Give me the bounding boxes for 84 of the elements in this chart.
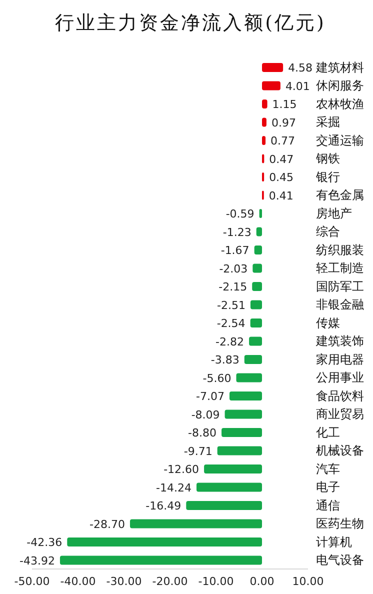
data-label: -3.83	[210, 354, 240, 366]
data-label: -2.51	[216, 298, 246, 312]
bar	[252, 264, 262, 273]
y-tick-label: 传媒	[316, 316, 340, 330]
y-tick-label: 通信	[316, 498, 340, 512]
x-tick-label: 10.00	[292, 574, 324, 588]
data-label: -0.59	[226, 208, 254, 220]
y-tick-label: 食品饮料	[316, 388, 364, 403]
bar	[130, 519, 262, 528]
data-label: -12.60	[164, 463, 200, 476]
data-label: 0.41	[268, 189, 294, 202]
data-label: -5.60	[202, 372, 232, 385]
y-tick-label: 交通运输	[316, 133, 364, 148]
bar	[204, 464, 262, 474]
y-tick-label: 医药生物	[316, 516, 364, 531]
y-tick-label: 汽车	[316, 462, 340, 476]
bar	[244, 355, 262, 364]
bar	[254, 246, 262, 254]
data-label: -2.15	[218, 280, 248, 294]
bar	[252, 282, 262, 291]
bar	[262, 81, 280, 90]
y-tick-label: 国防军工	[316, 279, 364, 294]
data-label: 0.45	[269, 171, 294, 184]
data-label: 1.15	[272, 98, 297, 111]
bar	[229, 392, 262, 400]
y-tick-label: 综合	[316, 224, 340, 239]
bar	[224, 410, 262, 419]
y-tick-label: 商业贸易	[316, 407, 364, 422]
y-tick-label: 纺织服装	[316, 242, 364, 257]
y-tick-label: 计算机	[316, 534, 352, 549]
data-label: -1.67	[220, 244, 250, 257]
data-label: -43.92	[20, 554, 55, 568]
y-tick-label: 建筑材料	[315, 60, 364, 74]
bar	[186, 501, 262, 510]
y-tick-label: 家用电器	[316, 352, 364, 366]
bar	[196, 482, 262, 492]
y-tick-label: 采掘	[316, 115, 340, 130]
y-tick-label: 农林牧渔	[316, 96, 364, 111]
data-label: 4.58	[288, 62, 313, 74]
y-tick-label: 有色金属	[316, 188, 364, 202]
data-label: -7.07	[196, 390, 224, 403]
y-tick-label: 轻工制造	[316, 261, 364, 276]
y-tick-label: 电子	[316, 480, 340, 494]
y-tick-label: 建筑装饰	[315, 334, 364, 348]
y-tick-label: 电气设备	[316, 553, 364, 568]
data-label: -9.71	[184, 444, 212, 458]
bar	[249, 336, 262, 346]
data-label: 0.47	[269, 152, 294, 166]
data-label: -2.82	[216, 335, 244, 348]
bar	[250, 300, 262, 310]
y-tick-label: 机械设备	[316, 444, 364, 458]
x-tick-label: -40.00	[60, 574, 96, 588]
y-tick-label: 房地产	[316, 206, 352, 220]
data-label: 4.01	[285, 80, 310, 93]
data-label: -8.09	[191, 408, 220, 422]
x-tick-label: 0.00	[250, 574, 274, 588]
x-tick-label: -10.00	[198, 574, 234, 588]
y-tick-label: 化工	[316, 425, 340, 440]
bar	[60, 556, 262, 565]
data-label: -42.36	[26, 536, 62, 549]
data-label: -28.70	[90, 518, 125, 531]
bar	[67, 538, 262, 546]
y-tick-label: 公用事业	[316, 370, 364, 385]
bar	[236, 373, 262, 382]
data-label: -1.23	[222, 226, 252, 239]
x-tick-label: -30.00	[106, 574, 142, 588]
bar	[222, 428, 262, 437]
y-tick-label: 休闲服务	[316, 78, 364, 93]
data-label: -2.54	[216, 317, 246, 330]
x-tick-label: -50.00	[14, 574, 50, 588]
data-label: -2.03	[219, 262, 248, 276]
bar	[262, 63, 284, 72]
data-label: 0.97	[271, 116, 296, 130]
bar	[217, 446, 262, 456]
bar	[250, 318, 262, 328]
data-label: -8.80	[188, 426, 217, 440]
y-tick-label: 银行	[315, 170, 340, 184]
y-tick-label: 非银金融	[316, 298, 364, 312]
data-label: -16.49	[146, 500, 182, 512]
x-tick-label: -20.00	[152, 574, 188, 588]
data-label: -14.24	[156, 481, 192, 494]
data-label: 0.77	[270, 134, 296, 148]
y-tick-label: 钢铁	[315, 152, 340, 166]
chart-title: 行业主力资金净流入额(亿元)	[54, 11, 327, 36]
